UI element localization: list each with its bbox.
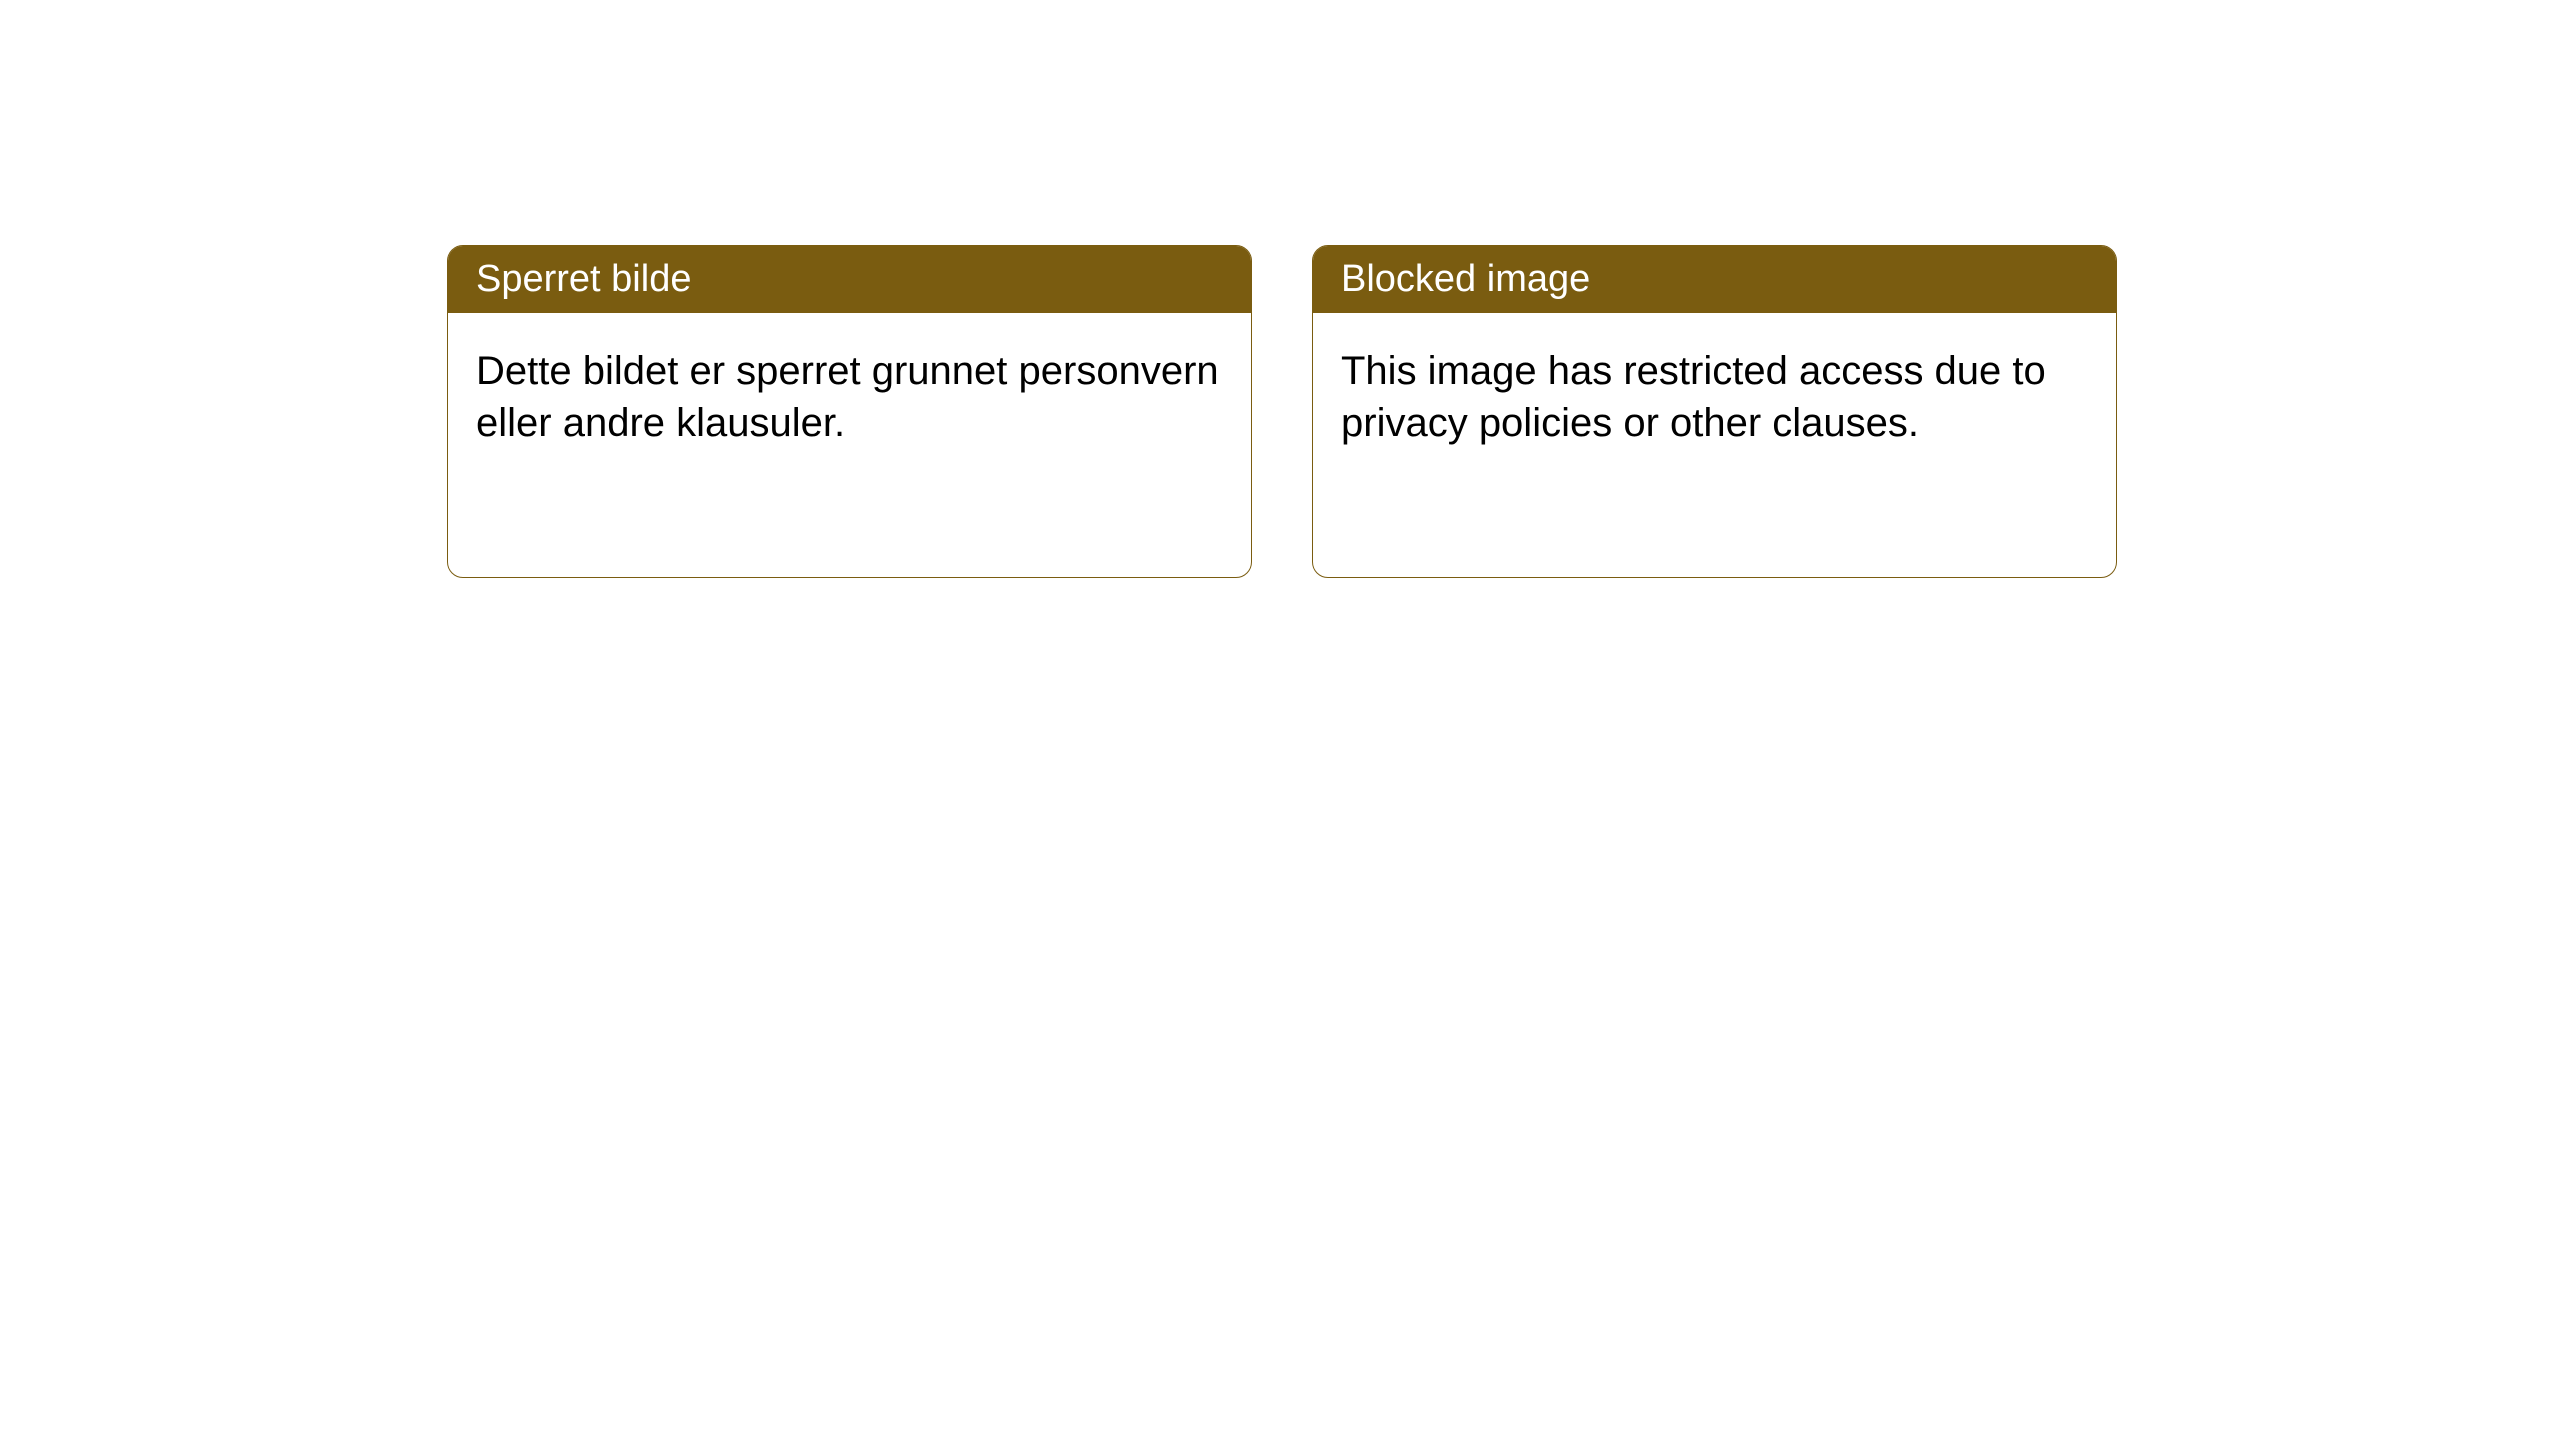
notice-card-norwegian: Sperret bilde Dette bildet er sperret gr… — [447, 245, 1252, 578]
notice-card-english: Blocked image This image has restricted … — [1312, 245, 2117, 578]
notice-container: Sperret bilde Dette bildet er sperret gr… — [0, 0, 2560, 578]
notice-header: Sperret bilde — [448, 246, 1251, 313]
notice-body-text: This image has restricted access due to … — [1313, 313, 2116, 481]
notice-header: Blocked image — [1313, 246, 2116, 313]
notice-body-text: Dette bildet er sperret grunnet personve… — [448, 313, 1251, 481]
